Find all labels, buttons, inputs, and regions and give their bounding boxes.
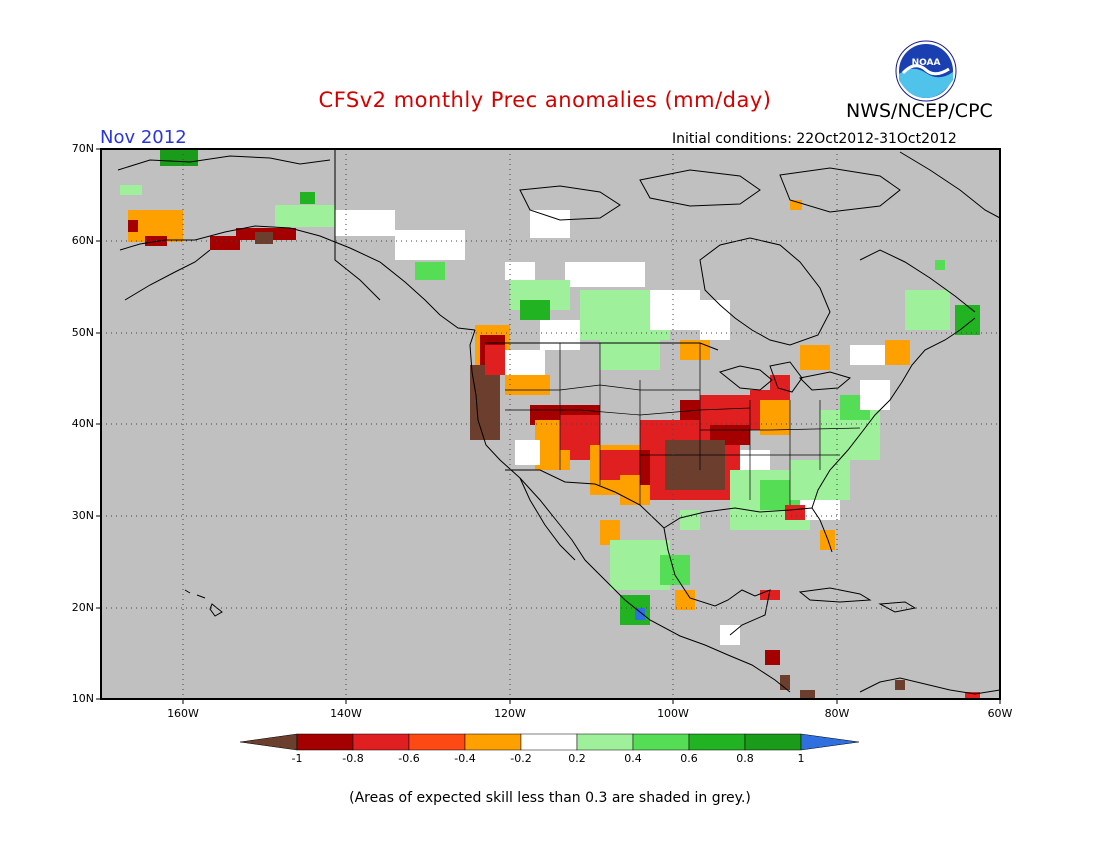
- colorbar-arrow-high: [800, 733, 860, 751]
- anomaly-cell: [635, 608, 645, 620]
- anomaly-cell: [415, 262, 445, 280]
- anomaly-cell: [680, 340, 710, 360]
- coastlines: [117, 150, 1000, 695]
- anomaly-cell: [895, 680, 905, 690]
- lon-tick-label: 80W: [824, 707, 850, 720]
- anomaly-cell: [530, 210, 570, 238]
- colorbar-segment: [632, 733, 690, 751]
- colorbar-segment: [576, 733, 634, 751]
- anomaly-cell: [790, 200, 802, 210]
- anomaly-cell: [760, 590, 780, 600]
- anomaly-cell: [890, 340, 910, 365]
- colorbar-tick-label: -0.2: [510, 752, 532, 765]
- tick-marks: [96, 148, 1001, 704]
- colorbar-tick-label: -1: [291, 752, 303, 765]
- lon-tick-label: 140W: [330, 707, 362, 720]
- lat-tick-label: 10N: [71, 692, 94, 705]
- anomaly-cell: [600, 520, 620, 545]
- lat-tick-label: 40N: [71, 417, 94, 430]
- anomaly-cell: [850, 345, 890, 365]
- colorbar-segment: [352, 733, 410, 751]
- anomaly-cell: [780, 675, 790, 690]
- anomaly-cell: [210, 236, 240, 250]
- colorbar-tick-label: 0.2: [568, 752, 586, 765]
- anomaly-cell: [785, 505, 805, 520]
- state-borders: [505, 343, 861, 505]
- colorbar: [239, 733, 860, 751]
- anomaly-cell: [965, 692, 980, 698]
- skill-footnote: (Areas of expected skill less than 0.3 a…: [349, 790, 751, 806]
- anomaly-cell: [470, 365, 500, 440]
- colorbar-segment: [688, 733, 746, 751]
- anomaly-cell: [120, 185, 142, 195]
- anomaly-cell: [275, 205, 335, 227]
- anomaly-cell: [860, 380, 890, 410]
- colorbar-tick-label: 0.8: [736, 752, 754, 765]
- anomaly-cell: [545, 450, 570, 470]
- chart-title: CFSv2 monthly Prec anomalies (mm/day): [318, 88, 772, 112]
- anomaly-cell: [505, 262, 535, 280]
- organization-label: NWS/NCEP/CPC: [846, 100, 993, 122]
- anomaly-cell: [600, 340, 660, 370]
- anomaly-field: [120, 150, 980, 699]
- anomaly-cell: [160, 150, 198, 166]
- noaa-logo: NOAA: [895, 40, 957, 102]
- lon-tick-label: 160W: [167, 707, 199, 720]
- initial-conditions: Initial conditions: 22Oct2012-31Oct2012: [672, 131, 957, 147]
- forecast-month: Nov 2012: [100, 127, 187, 148]
- anomaly-cell: [565, 262, 645, 287]
- colorbar-tick-label: -0.4: [454, 752, 476, 765]
- colorbar-tick-label: -0.8: [342, 752, 364, 765]
- lat-tick-label: 50N: [71, 326, 94, 339]
- anomaly-cell: [675, 590, 695, 610]
- colorbar-tick-label: 1: [797, 752, 805, 765]
- anomaly-cell: [770, 375, 790, 395]
- colorbar-segment: [744, 733, 802, 751]
- anomaly-cell: [800, 345, 830, 370]
- colorbar-tick-label: -0.6: [398, 752, 420, 765]
- colorbar-segment: [408, 733, 466, 751]
- anomaly-cell: [905, 290, 950, 330]
- colorbar-segment: [464, 733, 522, 751]
- anomaly-cell: [520, 300, 550, 320]
- anomaly-cell: [935, 260, 945, 270]
- anomaly-cell: [765, 650, 780, 665]
- lat-tick-label: 20N: [71, 601, 94, 614]
- anomaly-cell: [665, 440, 725, 490]
- colorbar-tick-label: 0.6: [680, 752, 698, 765]
- lon-tick-label: 120W: [494, 707, 526, 720]
- lon-tick-label: 100W: [657, 707, 689, 720]
- anomaly-cell: [485, 345, 505, 375]
- lon-tick-label: 60W: [987, 707, 1013, 720]
- anomaly-cell: [300, 192, 315, 204]
- anomaly-cell: [255, 232, 273, 244]
- colorbar-arrow-low: [239, 733, 298, 751]
- anomaly-cell: [395, 230, 465, 260]
- anomaly-cell: [650, 290, 700, 330]
- anomaly-cell: [660, 555, 690, 585]
- anomaly-cell: [680, 510, 700, 530]
- graticule: [101, 149, 1000, 699]
- colorbar-segment: [520, 733, 578, 751]
- lat-tick-label: 60N: [71, 234, 94, 247]
- lat-tick-label: 30N: [71, 509, 94, 522]
- lat-tick-label: 70N: [71, 142, 94, 155]
- anomaly-cell: [700, 300, 730, 340]
- logo-text: NOAA: [912, 58, 941, 68]
- anomaly-cell: [128, 220, 138, 232]
- anomaly-cell: [800, 500, 840, 520]
- anomaly-cell: [505, 375, 550, 395]
- anomaly-cell: [515, 440, 540, 465]
- anomaly-cell: [760, 400, 790, 435]
- colorbar-tick-label: 0.4: [624, 752, 642, 765]
- anomaly-cell: [800, 690, 815, 699]
- colorbar-segment: [296, 733, 354, 751]
- anomaly-cell: [335, 210, 395, 236]
